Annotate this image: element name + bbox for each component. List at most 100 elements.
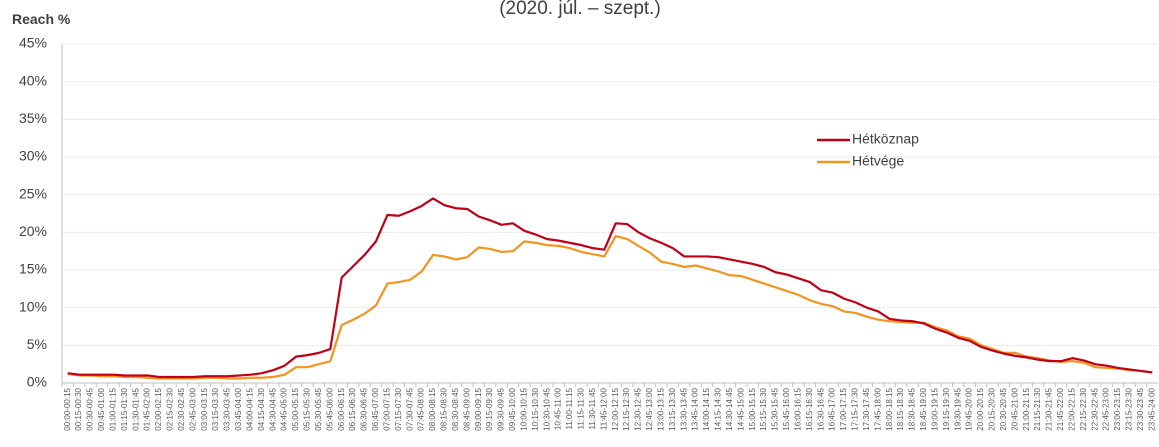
x-tick-label: 14:15-14:30 xyxy=(714,387,723,430)
x-tick-label: 17:45-18:00 xyxy=(873,387,882,430)
y-tick-label: 40% xyxy=(19,72,47,88)
x-tick-label: 00:15-00:30 xyxy=(74,387,83,430)
x-tick-label: 17:30-17:45 xyxy=(862,387,871,430)
x-tick-label: 07:30-07:45 xyxy=(405,387,414,430)
x-tick-label: 22:30-22:45 xyxy=(1090,387,1099,430)
x-tick-label: 11:15-11:30 xyxy=(577,387,586,429)
x-tick-label: 17:15-17:30 xyxy=(851,387,860,430)
x-tick-label: 16:45-17:00 xyxy=(828,387,837,430)
chart-title: (2020. júl. – szept.) xyxy=(499,0,661,19)
x-tick-label: 19:45-20:00 xyxy=(965,387,974,430)
x-tick-label: 16:30-16:45 xyxy=(816,387,825,430)
x-tick-label: 13:00-13:15 xyxy=(656,387,665,430)
x-tick-label: 10:15-10:30 xyxy=(531,387,540,430)
x-tick-label: 05:00-05:15 xyxy=(291,387,300,430)
x-tick-label: 08:30-08:45 xyxy=(451,387,460,430)
x-tick-label: 13:30-13:45 xyxy=(679,387,688,430)
x-tick-label: 21:00-21:15 xyxy=(1022,387,1031,430)
x-tick-label: 15:45-16:00 xyxy=(782,387,791,430)
x-tick-label: 23:00-23:15 xyxy=(1113,387,1122,430)
x-tick-label: 23:45-24:00 xyxy=(1147,387,1156,430)
x-tick-label: 22:15-22:30 xyxy=(1079,387,1088,430)
x-tick-label: 11:30-11:45 xyxy=(588,387,597,429)
x-tick-label: 01:00-01:15 xyxy=(108,387,117,430)
x-tick-label: 11:00-11:15 xyxy=(565,387,574,429)
x-tick-label: 00:45-01:00 xyxy=(97,387,106,430)
x-tick-label: 04:00-04:15 xyxy=(245,387,254,430)
x-tick-label: 15:15-15:30 xyxy=(759,387,768,430)
x-tick-label: 14:00-14:15 xyxy=(702,387,711,430)
y-tick-label: 30% xyxy=(19,148,47,164)
x-tick-label: 19:15-19:30 xyxy=(942,387,951,430)
x-tick-label: 04:30-04:45 xyxy=(268,387,277,430)
x-tick-label: 19:00-19:15 xyxy=(930,387,939,430)
x-tick-label: 11:45-12:00 xyxy=(599,387,608,430)
x-tick-label: 02:45-03:00 xyxy=(188,387,197,430)
x-tick-label: 21:45-22:00 xyxy=(1056,387,1065,430)
x-tick-label: 18:15-18:30 xyxy=(896,387,905,430)
x-tick-label: 05:30-05:45 xyxy=(314,387,323,430)
x-tick-label: 01:30-01:45 xyxy=(131,387,140,430)
y-tick-label: 5% xyxy=(27,336,47,352)
x-tick-label: 21:30-21:45 xyxy=(1045,387,1054,430)
x-tick-label: 18:00-18:15 xyxy=(885,387,894,430)
x-tick-label: 09:45-10:00 xyxy=(508,387,517,430)
x-tick-label: 09:00-09:15 xyxy=(474,387,483,430)
y-tick-label: 45% xyxy=(19,35,47,51)
y-tick-label: 0% xyxy=(27,374,47,390)
x-tick-label: 20:45-21:00 xyxy=(1010,387,1019,430)
x-tick-label: 13:15-13:30 xyxy=(668,387,677,430)
x-tick-label: 02:15-02:30 xyxy=(166,387,175,430)
x-tick-label: 07:00-07:15 xyxy=(382,387,391,430)
y-tick-label: 10% xyxy=(19,298,47,314)
x-tick-label: 09:15-09:30 xyxy=(485,387,494,430)
legend-label: Hétköznap xyxy=(852,131,919,147)
x-tick-label: 06:30-06:45 xyxy=(360,387,369,430)
x-tick-label: 06:00-06:15 xyxy=(337,387,346,430)
x-tick-label: 22:00-22:15 xyxy=(1067,387,1076,430)
x-tick-label: 00:00-00:15 xyxy=(63,387,72,430)
x-tick-label: 02:30-02:45 xyxy=(177,387,186,430)
x-tick-label: 15:00-15:15 xyxy=(748,387,757,430)
x-tick-label: 03:30-03:45 xyxy=(223,387,232,430)
x-tick-label: 03:15-03:30 xyxy=(211,387,220,430)
x-tick-label: 23:30-23:45 xyxy=(1136,387,1145,430)
x-tick-label: 18:45-19:00 xyxy=(919,387,928,430)
x-tick-label: 08:15-08:30 xyxy=(440,387,449,430)
x-tick-label: 03:00-03:15 xyxy=(200,387,209,430)
series-line xyxy=(67,235,1153,380)
x-tick-label: 08:00-08:15 xyxy=(428,387,437,430)
x-tick-label: 13:45-14:00 xyxy=(691,387,700,430)
y-tick-label: 15% xyxy=(19,261,47,277)
x-tick-label: 21:15-21:30 xyxy=(1033,387,1042,430)
x-tick-label: 10:00-10:15 xyxy=(519,387,528,430)
series-line xyxy=(67,197,1153,379)
x-tick-label: 19:30-19:45 xyxy=(953,387,962,430)
x-tick-label: 07:15-07:30 xyxy=(394,387,403,430)
x-tick-label: 04:15-04:30 xyxy=(257,387,266,430)
x-tick-label: 07:45-08:00 xyxy=(417,387,426,430)
x-tick-label: 14:30-14:45 xyxy=(725,387,734,430)
y-tick-label: 35% xyxy=(19,110,47,126)
x-tick-label: 08:45-09:00 xyxy=(462,387,471,430)
x-tick-label: 14:45-15:00 xyxy=(736,387,745,430)
x-tick-label: 00:30-00:45 xyxy=(86,387,95,430)
x-tick-label: 05:15-05:30 xyxy=(303,387,312,430)
x-tick-label: 02:00-02:15 xyxy=(154,387,163,430)
x-tick-label: 16:15-16:30 xyxy=(805,387,814,430)
x-tick-label: 18:30-18:45 xyxy=(908,387,917,430)
x-tick-label: 01:15-01:30 xyxy=(120,387,129,430)
x-tick-label: 23:15-23:30 xyxy=(1125,387,1134,430)
x-tick-label: 05:45-06:00 xyxy=(325,387,334,430)
x-tick-label: 22:45-23:00 xyxy=(1102,387,1111,430)
y-axis-label: Reach % xyxy=(12,11,71,27)
x-tick-label: 04:45-05:00 xyxy=(280,387,289,430)
x-tick-label: 15:30-15:45 xyxy=(771,387,780,430)
x-tick-label: 06:15-06:30 xyxy=(348,387,357,430)
x-tick-label: 12:45-13:00 xyxy=(645,387,654,430)
x-tick-label: 09:30-09:45 xyxy=(497,387,506,430)
x-tick-label: 16:00-16:15 xyxy=(793,387,802,430)
x-tick-label: 03:45-04:00 xyxy=(234,387,243,430)
x-tick-label: 20:15-20:30 xyxy=(988,387,997,430)
